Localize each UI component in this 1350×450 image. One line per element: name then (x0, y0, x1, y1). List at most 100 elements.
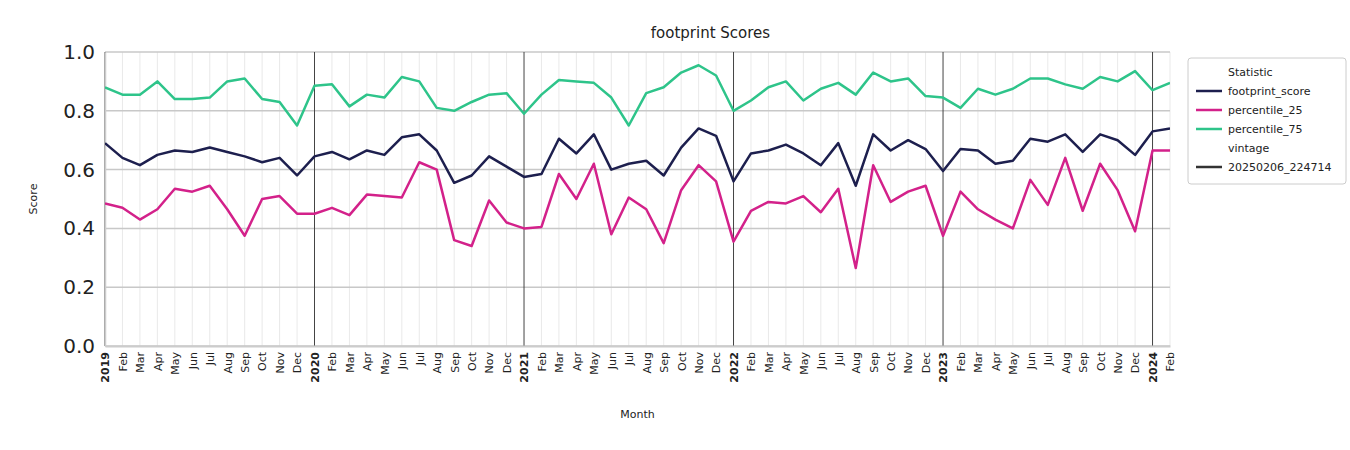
x-grid-line (1117, 52, 1118, 346)
x-tick: 2019 (99, 346, 112, 383)
x-tick-label: Nov (274, 352, 287, 374)
y-tick: 0.2 (63, 275, 105, 299)
x-tick-label: 2020 (309, 352, 322, 383)
x-tick: Apr (990, 346, 1003, 371)
x-tick: 2023 (937, 346, 950, 383)
x-tick-label: Oct (885, 351, 898, 371)
x-tick: Jun (187, 346, 200, 370)
x-tick: Oct (885, 346, 898, 371)
x-tick: Sep (1077, 346, 1090, 373)
x-tick-label: May (1007, 352, 1020, 375)
x-grid-line (227, 52, 228, 346)
legend-label: percentile_25 (1228, 104, 1303, 117)
y-tick: 0.6 (63, 158, 105, 182)
y-grid-line (105, 169, 1170, 171)
x-tick-label: Dec (291, 352, 304, 373)
x-grid-line (750, 52, 751, 346)
x-tick: Mar (134, 346, 147, 373)
x-tick-label: Sep (658, 352, 671, 373)
year-line (524, 52, 525, 346)
x-tick-label: Feb (1164, 352, 1177, 371)
x-tick: May (379, 346, 392, 375)
x-tick: Feb (1164, 346, 1177, 371)
legend-swatch (1196, 166, 1222, 169)
x-tick: Dec (291, 346, 304, 373)
x-grid-line (908, 52, 909, 346)
x-tick: Nov (693, 346, 706, 373)
year-line (1152, 52, 1153, 346)
x-tick: Sep (658, 346, 671, 373)
series-line (105, 150, 1170, 268)
x-tick: 2024 (1147, 346, 1160, 383)
y-tick: 0.8 (63, 99, 105, 123)
series-line (105, 128, 1170, 185)
x-grid-line (716, 52, 717, 346)
x-grid-line (471, 52, 472, 346)
x-tick: 2021 (518, 346, 531, 383)
x-grid-line (157, 52, 158, 346)
x-tick-label: Mar (553, 352, 566, 373)
x-tick-label: Dec (501, 352, 514, 373)
x-tick: Oct (256, 346, 269, 371)
x-tick: Apr (361, 346, 374, 371)
x-tick-label: Oct (466, 351, 479, 371)
x-grid-line (174, 52, 175, 346)
x-grid-line (785, 52, 786, 346)
y-tick-label: 1.0 (63, 40, 95, 64)
x-tick: Aug (1060, 346, 1073, 373)
x-tick: Jul (623, 346, 636, 366)
x-tick-label: Jul (1042, 352, 1055, 366)
legend-frame (1188, 58, 1346, 184)
x-grid-line (681, 52, 682, 346)
title: footprint Scores (651, 24, 771, 42)
y-axis-title: Score (27, 183, 40, 214)
x-tick-label: Jul (204, 352, 217, 366)
x-grid-line (838, 52, 839, 346)
x-tick: Jul (833, 346, 846, 366)
x-tick-label: Oct (1095, 351, 1108, 371)
x-tick: Nov (274, 346, 287, 373)
x-tick: Jun (1025, 346, 1038, 370)
x-tick: Jul (1042, 346, 1055, 366)
legend-label: percentile_75 (1228, 123, 1303, 136)
x-tick-label: Nov (483, 352, 496, 374)
x-axis: 2019 Feb Mar Apr May Jun Jul Aug Sep Oct Nov Dec 202… (99, 346, 1177, 383)
x-tick-label: Mar (344, 352, 357, 373)
x-tick: Oct (466, 346, 479, 371)
x-tick: Oct (675, 346, 688, 371)
x-tick-label: May (588, 352, 601, 375)
x-tick-label: Jul (414, 352, 427, 366)
x-tick: Aug (222, 346, 235, 373)
x-tick-label: Dec (1129, 352, 1142, 373)
x-tick-label: Dec (710, 352, 723, 373)
x-grid-line (122, 52, 123, 346)
x-tick-label: 2024 (1147, 352, 1160, 383)
x-grid-line (436, 52, 437, 346)
x-tick-label: Jun (815, 352, 828, 370)
x-tick: Mar (763, 346, 776, 373)
x-tick-label: Jul (833, 352, 846, 366)
x-tick: Feb (326, 346, 339, 371)
legend-title: Statistic (1228, 66, 1273, 79)
x-tick-label: Oct (675, 351, 688, 371)
x-tick-label: Dec (920, 352, 933, 373)
x-tick-label: Feb (955, 352, 968, 371)
x-tick-label: 2021 (518, 352, 531, 383)
x-tick: Mar (553, 346, 566, 373)
x-grid-line (1082, 52, 1083, 346)
x-grid-line (279, 52, 280, 346)
x-tick-label: Sep (1077, 352, 1090, 373)
x-axis-line (106, 346, 1171, 348)
x-tick: Mar (972, 346, 985, 373)
x-tick-label: Aug (850, 352, 863, 373)
x-grid-line (139, 52, 140, 346)
x-tick: Jul (204, 346, 217, 366)
x-tick-label: Feb (536, 352, 549, 371)
x-tick: May (169, 346, 182, 375)
x-tick: 2022 (728, 346, 741, 383)
x-tick-label: Mar (972, 352, 985, 373)
series-line (105, 65, 1170, 125)
x-tick-label: May (379, 352, 392, 375)
x-tick-label: Nov (1112, 352, 1125, 374)
y-tick-label: 0.8 (63, 99, 95, 123)
